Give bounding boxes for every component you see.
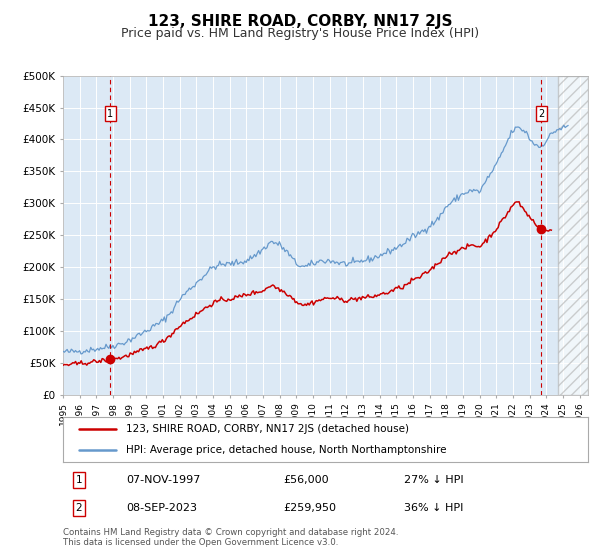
Text: 08-SEP-2023: 08-SEP-2023 <box>126 503 197 513</box>
Bar <box>557 76 588 395</box>
Text: 2: 2 <box>538 109 544 119</box>
Text: 07-NOV-1997: 07-NOV-1997 <box>126 475 200 485</box>
Text: Contains HM Land Registry data © Crown copyright and database right 2024.
This d: Contains HM Land Registry data © Crown c… <box>63 528 398 547</box>
Text: 123, SHIRE ROAD, CORBY, NN17 2JS: 123, SHIRE ROAD, CORBY, NN17 2JS <box>148 14 452 29</box>
Text: 1: 1 <box>76 475 82 485</box>
Text: 27% ↓ HPI: 27% ↓ HPI <box>404 475 464 485</box>
Text: HPI: Average price, detached house, North Northamptonshire: HPI: Average price, detached house, Nort… <box>126 445 446 455</box>
Text: £259,950: £259,950 <box>284 503 337 513</box>
Text: 123, SHIRE ROAD, CORBY, NN17 2JS (detached house): 123, SHIRE ROAD, CORBY, NN17 2JS (detach… <box>126 424 409 435</box>
Text: 2: 2 <box>76 503 82 513</box>
Text: 1: 1 <box>107 109 113 119</box>
Text: Price paid vs. HM Land Registry's House Price Index (HPI): Price paid vs. HM Land Registry's House … <box>121 27 479 40</box>
Text: £56,000: £56,000 <box>284 475 329 485</box>
Text: 36% ↓ HPI: 36% ↓ HPI <box>404 503 464 513</box>
